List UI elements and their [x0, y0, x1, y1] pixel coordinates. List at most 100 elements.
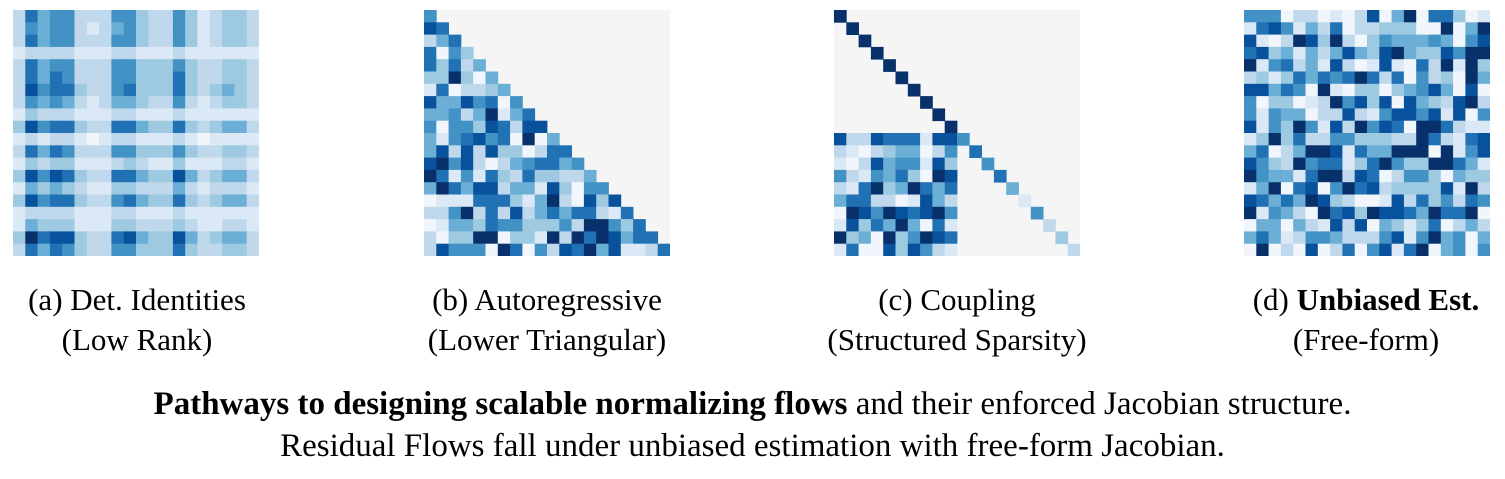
matrix-cell [1416, 46, 1429, 60]
matrix-cell [1244, 10, 1257, 23]
matrix-cell [571, 206, 585, 220]
matrix-cell [25, 157, 38, 171]
matrix-cell [1280, 169, 1294, 183]
matrix-cell [1416, 194, 1429, 208]
matrix-cell [920, 133, 933, 146]
matrix-cell [1440, 194, 1454, 208]
matrix-cell [473, 157, 486, 171]
matrix-cell [834, 10, 847, 23]
matrix-cell [37, 120, 51, 134]
matrix-cell [197, 157, 211, 171]
matrix-cell [111, 34, 125, 48]
matrix-cell [424, 71, 437, 85]
matrix-cell [209, 182, 223, 195]
matrix-cell [123, 108, 137, 122]
matrix-cell [1391, 145, 1405, 158]
matrix-cell [1453, 59, 1466, 72]
matrix-cell [1453, 157, 1466, 171]
matrix-cell [1280, 96, 1294, 109]
matrix-cell [1440, 157, 1454, 171]
matrix-cell [497, 206, 511, 220]
matrix-cell [197, 22, 211, 35]
matrix-cell [895, 182, 909, 195]
matrix-cell [86, 59, 100, 72]
matrix-cell [160, 231, 174, 245]
matrix-cell [834, 219, 847, 232]
matrix-cell [160, 133, 174, 146]
matrix-cell [1379, 59, 1392, 72]
matrix-cell [1268, 145, 1282, 158]
matrix-cell [1453, 219, 1466, 232]
matrix-cell [473, 182, 486, 195]
matrix-cell [497, 108, 511, 122]
matrix-cell [13, 120, 26, 134]
matrix-cell [172, 206, 186, 220]
matrix-cell [1477, 22, 1490, 35]
caption-line-2: Residual Flows fall under unbiased estim… [280, 428, 1225, 464]
matrix-cell [246, 145, 259, 158]
matrix-cell [436, 219, 449, 232]
matrix-cell [1428, 194, 1442, 208]
matrix-cell [1244, 243, 1257, 256]
matrix-cell [858, 243, 872, 256]
matrix-cell [620, 219, 634, 232]
matrix-cell [1416, 10, 1429, 23]
matrix-cell [633, 231, 646, 245]
matrix-cell [834, 206, 847, 220]
matrix-cell [1403, 219, 1417, 232]
matrix-cell [148, 46, 161, 60]
matrix-cell [37, 83, 51, 97]
matrix-cell [86, 206, 100, 220]
matrix-cell [895, 71, 909, 85]
matrix-cell [883, 59, 896, 72]
matrix-cell [1305, 46, 1319, 60]
matrix-cell [74, 46, 88, 60]
matrix-cell [1354, 243, 1368, 256]
matrix-cell [460, 133, 474, 146]
matrix-cell [49, 231, 63, 245]
matrix-cell [932, 231, 946, 245]
matrix-cell [522, 108, 536, 122]
matrix-cell [111, 243, 125, 256]
matrix-cell [1367, 71, 1380, 85]
matrix-cell [1317, 169, 1331, 183]
matrix-cell [1354, 10, 1368, 23]
matrix-cell [148, 133, 161, 146]
matrix-cell [209, 71, 223, 85]
matrix-cell [1354, 108, 1368, 122]
matrix-cell [13, 194, 26, 208]
matrix-cell [1416, 59, 1429, 72]
matrix-cell [1391, 34, 1405, 48]
matrix-cell [858, 231, 872, 245]
matrix-cell [1317, 22, 1331, 35]
matrix-cell [111, 182, 125, 195]
matrix-cell [172, 219, 186, 232]
matrix-cell [596, 206, 609, 220]
matrix-cell [49, 71, 63, 85]
matrix-cell [1293, 83, 1306, 97]
matrix-cell [74, 34, 88, 48]
matrix-cell [209, 243, 223, 256]
matrix-cell [1305, 231, 1319, 245]
matrix-cell [1330, 10, 1343, 23]
matrix-cell [49, 10, 63, 23]
matrix-cell [160, 206, 174, 220]
matrix-cell [485, 83, 499, 97]
matrix-cell [497, 120, 511, 134]
matrix-cell [1043, 219, 1056, 232]
matrix-cell [608, 194, 622, 208]
matrix-cell [1428, 108, 1442, 122]
matrix-cell [907, 231, 921, 245]
matrix-cell [932, 219, 946, 232]
matrix-cell [1379, 231, 1392, 245]
matrix-cell [62, 83, 75, 97]
matrix-cell [448, 83, 462, 97]
matrix-cell [920, 206, 933, 220]
matrix-cell [1317, 120, 1331, 134]
matrix-cell [1330, 231, 1343, 245]
matrix-cell [460, 83, 474, 97]
matrix-cell [424, 108, 437, 122]
matrix-cell [522, 231, 536, 245]
matrix-cell [148, 34, 161, 48]
matrix-cell [1317, 219, 1331, 232]
